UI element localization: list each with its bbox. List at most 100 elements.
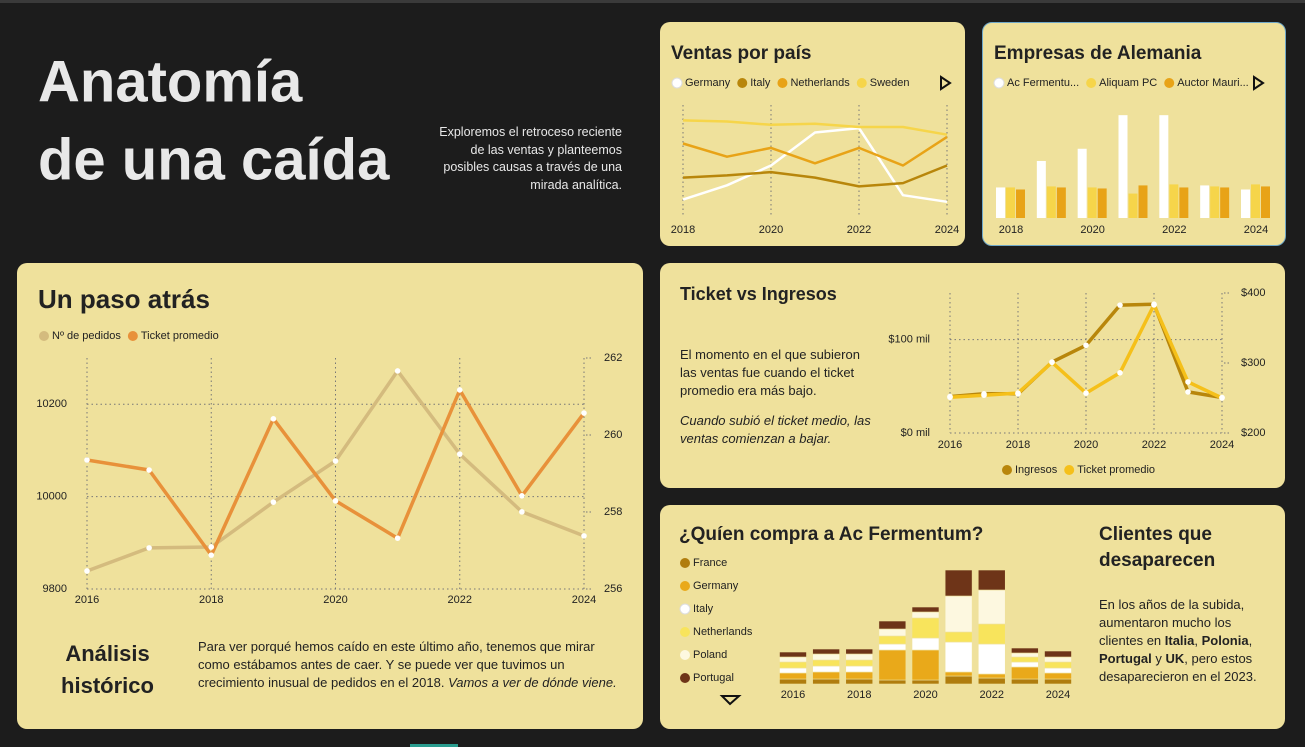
point bbox=[1185, 389, 1191, 395]
x-tick-label: 2024 bbox=[1210, 439, 1234, 451]
clients-title: Clientes que desaparecen bbox=[1099, 524, 1216, 571]
y2-tick-label: 262 bbox=[604, 352, 622, 364]
next-icon[interactable] bbox=[1253, 75, 1265, 91]
bar bbox=[1261, 186, 1270, 218]
legend-swatch bbox=[993, 77, 1005, 89]
x-tick-label: 2018 bbox=[199, 594, 223, 606]
x-tick-label: 2016 bbox=[938, 439, 962, 451]
bar-segment bbox=[977, 677, 1006, 685]
bar bbox=[1046, 186, 1056, 218]
bar bbox=[1036, 160, 1046, 218]
chart-title: ¿Quíen compra a Ac Fermentum? bbox=[679, 524, 983, 545]
bar-segment bbox=[944, 641, 973, 673]
bar-segment bbox=[779, 672, 807, 680]
y-tick-label: $0 mil bbox=[901, 427, 930, 439]
text-bold: Polonia bbox=[1201, 633, 1249, 648]
bar-segment bbox=[812, 653, 840, 661]
x-tick-label: 2018 bbox=[999, 224, 1023, 236]
legend-swatch bbox=[39, 331, 49, 341]
point bbox=[456, 387, 463, 393]
description: Exploremos el retroceso reciente de las … bbox=[439, 125, 622, 192]
bar-segment bbox=[779, 651, 807, 658]
top-bar bbox=[0, 0, 1305, 3]
bar-segment bbox=[845, 671, 874, 680]
point bbox=[1049, 359, 1055, 366]
point bbox=[519, 509, 525, 515]
bar-segment bbox=[1011, 656, 1039, 663]
text: , bbox=[1194, 633, 1202, 648]
series-line bbox=[682, 119, 948, 136]
text-italic: Cuando subió el ticket medio, las ventas… bbox=[680, 413, 871, 446]
bar-segment bbox=[1044, 661, 1072, 669]
bar bbox=[1251, 184, 1260, 218]
point bbox=[947, 394, 953, 401]
y-tick-label: 9800 bbox=[43, 583, 67, 595]
bar bbox=[1087, 187, 1097, 218]
bar bbox=[1179, 187, 1189, 218]
clients-body: En los años de la subida, aumentaron muc… bbox=[1099, 596, 1269, 686]
series-line bbox=[682, 164, 948, 188]
x-tick-label: 2018 bbox=[847, 689, 871, 701]
x-tick-label: 2024 bbox=[1046, 689, 1070, 701]
bar-segment bbox=[944, 631, 973, 643]
point bbox=[1015, 390, 1021, 396]
chart-title: Ticket vs Ingresos bbox=[680, 284, 837, 304]
legend-swatch bbox=[856, 78, 867, 88]
point bbox=[1083, 390, 1089, 396]
bar bbox=[1200, 185, 1210, 218]
legend-swatch bbox=[680, 650, 690, 660]
bar-segment bbox=[911, 649, 940, 681]
x-tick-label: 2022 bbox=[1162, 224, 1186, 236]
legend-swatch bbox=[680, 673, 690, 683]
x-tick-label: 2024 bbox=[572, 594, 596, 606]
bar-segment bbox=[944, 675, 973, 685]
legend-swatch bbox=[680, 581, 690, 591]
point bbox=[1083, 342, 1089, 349]
x-tick-label: 2022 bbox=[980, 689, 1004, 701]
point bbox=[84, 457, 90, 463]
page-title-line: de una caída bbox=[38, 127, 390, 192]
bar-segment bbox=[878, 635, 907, 645]
analysis-body: Para ver porqué hemos caído en este últi… bbox=[198, 638, 628, 692]
text: Para ver porqué hemos caído en este últi… bbox=[198, 639, 595, 690]
next-icon[interactable] bbox=[940, 75, 952, 91]
point bbox=[146, 467, 152, 473]
text: En los años de la subida, aumentaron muc… bbox=[1099, 597, 1245, 648]
point bbox=[1117, 370, 1123, 376]
page-title-line: Anatomía bbox=[38, 49, 303, 114]
scroll-down-icon[interactable] bbox=[719, 695, 742, 706]
bar-segment bbox=[977, 623, 1006, 645]
series-line bbox=[682, 126, 948, 204]
point bbox=[270, 499, 277, 505]
point bbox=[208, 544, 215, 550]
legend-label: Auctor Mauri... bbox=[1177, 77, 1249, 89]
bar bbox=[1210, 186, 1220, 218]
y-tick-label: $100 mil bbox=[888, 334, 930, 346]
legend-swatch bbox=[1002, 465, 1012, 475]
y2-tick-label: 258 bbox=[604, 506, 622, 518]
bar-segment bbox=[1044, 672, 1072, 680]
legend-label: Italy bbox=[750, 77, 771, 89]
legend-swatch bbox=[679, 603, 691, 615]
chart-title: Empresas de Alemania bbox=[994, 43, 1202, 64]
bar bbox=[1169, 184, 1179, 218]
bar-segment bbox=[779, 656, 807, 663]
bar-segment bbox=[977, 589, 1006, 625]
point bbox=[332, 458, 339, 464]
legend-label: Poland bbox=[693, 649, 727, 661]
x-tick-label: 2020 bbox=[323, 594, 347, 606]
bar bbox=[1138, 185, 1148, 218]
y2-tick-label: $200 bbox=[1241, 427, 1265, 439]
bar-segment bbox=[779, 661, 807, 669]
point bbox=[519, 493, 525, 499]
point bbox=[581, 533, 587, 539]
chart-title: Ventas por país bbox=[671, 43, 811, 64]
text: El momento en el que subieron las ventas… bbox=[680, 347, 860, 398]
bar-segment bbox=[977, 673, 1006, 679]
bar-segment bbox=[1011, 661, 1039, 668]
legend-label: Sweden bbox=[870, 77, 910, 89]
tab-indicator bbox=[410, 744, 458, 747]
legend-swatch bbox=[1086, 78, 1097, 88]
ticket-notes: El momento en el que subieron las ventas… bbox=[680, 346, 880, 448]
